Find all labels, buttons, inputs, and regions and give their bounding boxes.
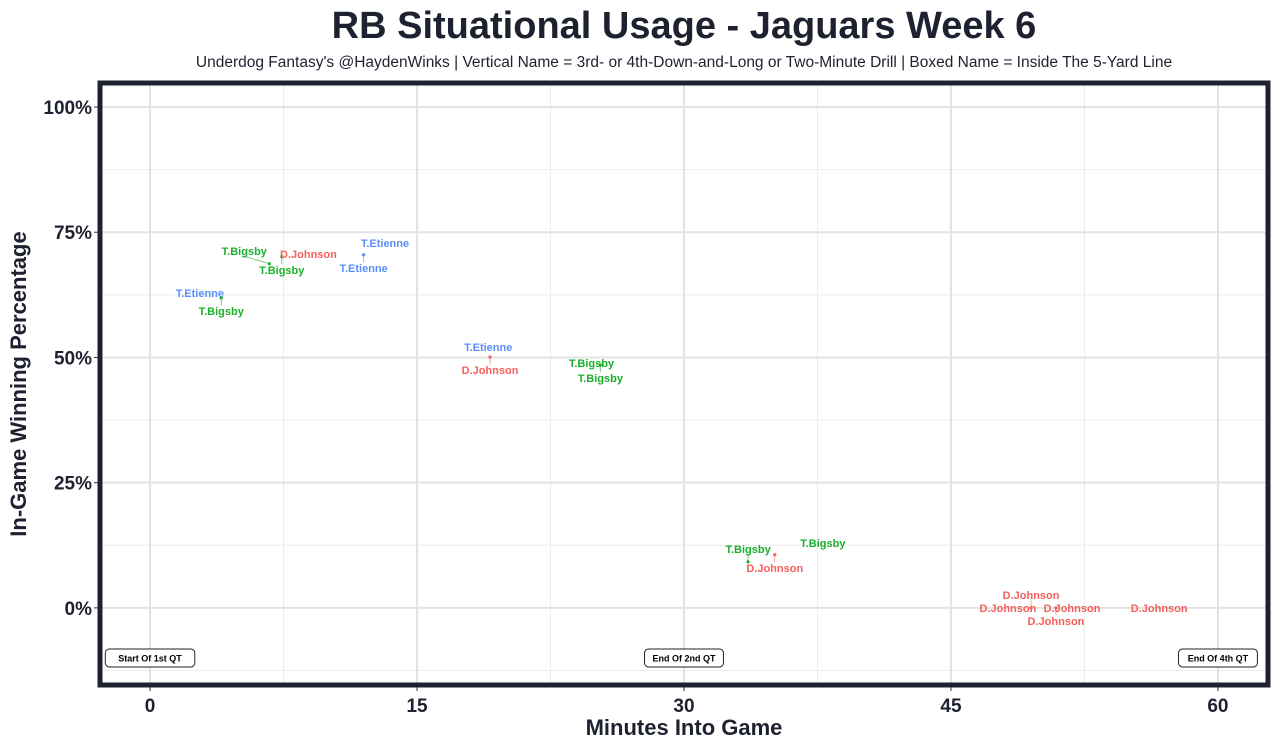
point-marker (598, 363, 602, 367)
chart-title: RB Situational Usage - Jaguars Week 6 (332, 5, 1037, 47)
point-marker (362, 253, 366, 257)
point-marker (1054, 606, 1058, 610)
point-label: T.Bigsby (199, 306, 245, 318)
point-marker (746, 560, 750, 564)
x-tick-label: 60 (1207, 696, 1228, 717)
plot-border (97, 80, 1271, 688)
point-label: T.Etienne (176, 288, 224, 300)
point-label: T.Bigsby (725, 544, 771, 556)
point-label: D.Johnson (1131, 603, 1188, 615)
point-label: D.Johnson (746, 563, 803, 575)
x-tick-label: 15 (406, 696, 428, 717)
annotation-label: End Of 4th QT (1188, 653, 1249, 663)
point-marker (280, 255, 284, 259)
y-tick-label: 100% (43, 98, 92, 119)
point-label: T.Etienne (339, 263, 387, 275)
label-leader-line (244, 255, 270, 265)
point-marker (488, 355, 492, 359)
y-tick-label: 75% (54, 223, 92, 244)
point-label: T.Bigsby (800, 538, 846, 550)
label-leaders (219, 253, 1058, 616)
point-label: D.Johnson (1044, 603, 1101, 615)
annotation-label: End Of 2nd QT (653, 653, 716, 663)
annotation-box (1177, 648, 1258, 668)
point-marker (773, 553, 777, 557)
point-marker (219, 296, 223, 300)
point-label: D.Johnson (1028, 616, 1085, 628)
data-labels: T.EtienneT.EtienneD.JohnsonT.BigsbyT.Big… (176, 238, 1188, 628)
x-tick-label: 30 (673, 696, 694, 717)
y-axis-label: In-Game Winning Percentage (6, 231, 31, 536)
grid (102, 85, 1266, 683)
x-tick-label: 0 (145, 696, 156, 717)
point-label: T.Bigsby (578, 373, 624, 385)
point-label: D.Johnson (980, 603, 1037, 615)
y-tick-label: 50% (54, 348, 92, 369)
point-label: D.Johnson (280, 249, 337, 261)
point-label: T.Bigsby (259, 265, 305, 277)
point-label: T.Etienne (464, 342, 512, 354)
point-label: T.Bigsby (222, 246, 268, 258)
annotation-label: Start Of 1st QT (118, 653, 182, 663)
axis-ticks: 0 15 30 45 60 0% 25% 50% 75% 100% (43, 98, 1228, 717)
y-tick-label: 0% (65, 599, 93, 620)
y-tick-label: 25% (54, 474, 92, 495)
chart-subtitle: Underdog Fantasy's @HaydenWinks | Vertic… (196, 54, 1172, 71)
point-label: T.Etienne (361, 238, 409, 250)
x-tick-label: 45 (940, 696, 962, 717)
point-marker (267, 262, 271, 266)
annotation-box (104, 648, 196, 668)
point-label: D.Johnson (462, 365, 519, 377)
annotation-box (644, 648, 724, 668)
point-label: D.Johnson (1003, 590, 1060, 602)
point-label: T.Bigsby (569, 358, 615, 370)
x-axis-label: Minutes Into Game (586, 715, 783, 740)
point-marker (1029, 606, 1033, 610)
annotations: Start Of 1st QT End Of 2nd QT End Of 4th Q… (104, 648, 1258, 668)
